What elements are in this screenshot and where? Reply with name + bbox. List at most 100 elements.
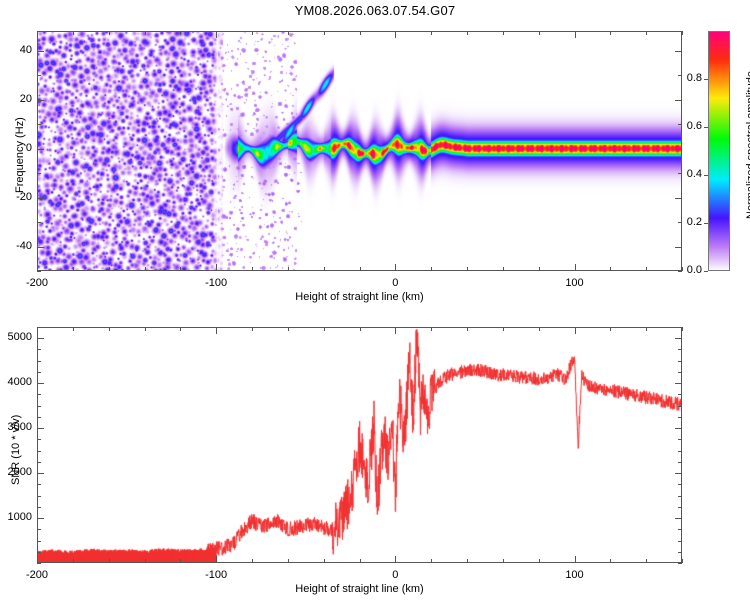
axis-tick [678,540,682,542]
axis-tick [610,327,612,331]
axis-tick [395,556,397,563]
axis-tick [610,31,612,35]
spectrogram-x-axis-label: Height of straight line (km) [295,291,424,303]
axis-tick [646,559,648,563]
axis-tick [610,559,612,563]
axis-tick [467,267,468,271]
axis-tick [678,327,682,328]
tick-label: 40 [19,43,32,56]
axis-tick [37,473,44,475]
axis-tick [675,428,682,430]
axis-tick [37,371,41,373]
axis-tick [538,267,540,271]
tick-label: -40 [16,239,32,252]
axis-tick [678,529,682,531]
axis-tick [252,31,253,35]
axis-tick [502,267,504,271]
tick-label: 0.0 [686,264,702,276]
tick-label: 0.2 [686,216,702,228]
axis-tick [359,267,361,271]
axis-tick [108,327,110,331]
axis-tick [574,556,576,563]
axis-tick [704,223,708,224]
axis-tick [675,246,682,248]
axis-tick [37,148,44,150]
axis-tick [72,559,74,563]
axis-tick [467,559,468,563]
axis-tick [37,197,44,199]
axis-tick [37,529,41,531]
axis-tick [678,506,682,508]
snr-panel [37,327,682,563]
axis-tick [323,31,325,35]
tick-label: 2000 [7,466,32,479]
axis-tick [431,559,433,563]
axis-tick [216,264,218,271]
axis-tick [108,559,110,563]
axis-tick [252,327,253,331]
axis-tick [675,197,682,199]
axis-tick [37,416,41,418]
tick-label: 0 [25,141,32,154]
axis-tick [323,267,325,271]
axis-tick [359,327,361,331]
axis-tick [678,360,682,362]
axis-tick [37,327,38,334]
axis-tick [704,79,708,80]
axis-tick [180,559,182,563]
axis-tick [678,461,682,463]
tick-label: 4000 [7,376,32,389]
axis-tick [538,559,540,563]
axis-tick [144,559,146,563]
tick-label: 100 [565,277,584,289]
axis-tick [37,495,41,497]
axis-tick [467,31,468,35]
axis-tick [37,450,41,452]
axis-tick [574,327,576,334]
axis-tick [37,338,44,340]
axis-tick [287,31,289,35]
axis-tick [37,383,44,385]
axis-tick [678,75,682,77]
axis-tick [37,394,41,396]
axis-tick [704,271,708,272]
tick-label: -100 [205,277,228,289]
axis-tick [144,31,146,35]
axis-tick [574,264,576,271]
tick-label: 100 [565,569,584,581]
axis-tick [144,327,146,331]
axis-tick [646,327,648,331]
tick-label: 1000 [7,511,32,524]
axis-tick [37,99,44,101]
axis-tick [144,267,146,271]
axis-tick [678,173,682,175]
tick-label: -20 [16,190,32,203]
axis-tick [678,439,682,441]
axis-tick [72,267,74,271]
axis-tick [678,563,682,564]
tick-label: 0 [392,277,399,289]
spectrogram-image [37,31,682,271]
axis-tick [678,394,682,396]
axis-tick [108,31,110,35]
axis-tick [431,31,433,35]
axis-tick [37,124,41,126]
colorbar-frame [708,31,730,271]
axis-tick [704,127,708,128]
axis-tick [37,349,41,351]
tick-label: 0 [392,569,399,581]
axis-tick [37,518,44,520]
tick-label: 0.8 [686,72,702,84]
page-title: YM08.2026.063.07.54.G07 [294,3,456,18]
axis-tick [287,267,289,271]
axis-tick [37,439,41,441]
snr-y-axis-label: SNR (10 * v/v) [10,414,22,485]
axis-tick [37,484,41,486]
axis-tick [37,428,44,430]
tick-label: -200 [25,277,49,289]
axis-tick [216,31,218,38]
axis-tick [682,327,683,331]
axis-tick [72,31,74,35]
